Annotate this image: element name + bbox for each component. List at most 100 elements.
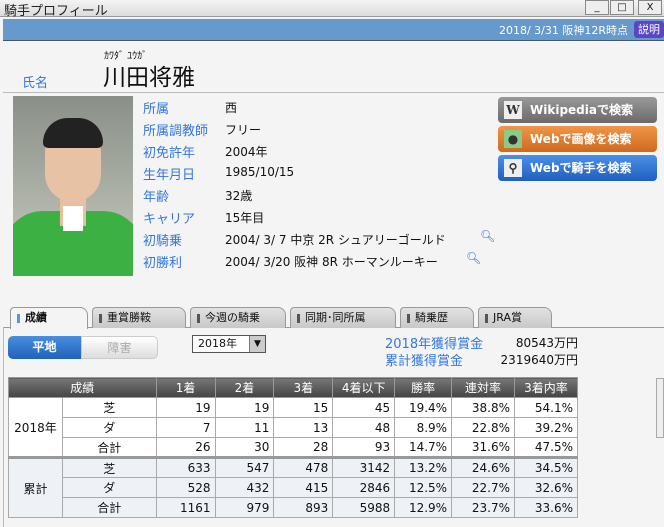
table-cell: 14.7%	[394, 437, 453, 458]
minimize-button[interactable]: _	[585, 0, 609, 15]
table-cell: 47.5%	[514, 437, 578, 458]
total-prize-value: 2319640万円	[500, 353, 578, 367]
profile-label: 生年月日	[143, 168, 196, 183]
profile-value: 西	[225, 101, 238, 115]
profile-label: 初勝利	[143, 256, 183, 271]
table-cell: 979	[214, 497, 275, 518]
table-cell: 23.7%	[451, 497, 515, 518]
magnifier-icon: ⚲	[504, 159, 522, 177]
row-label: 芝	[61, 397, 157, 418]
tab-results[interactable]: 成績	[10, 307, 88, 329]
jump-toggle[interactable]: 障害	[81, 336, 158, 359]
year-select-value: 2018年	[198, 337, 237, 350]
profile-value: 15年目	[225, 211, 265, 225]
column-header: 成績	[8, 377, 157, 398]
table-row: 合計 26 30 28 93 14.7% 31.6% 47.5%	[9, 437, 578, 458]
profile-value: フリー	[225, 123, 262, 137]
table-cell: 19	[155, 397, 216, 418]
window-title: 騎手プロフィール	[4, 4, 108, 19]
table-cell: 12.9%	[394, 497, 453, 518]
year-select[interactable]: 2018年 ▼	[192, 335, 266, 353]
table-cell: 19.4%	[394, 397, 453, 418]
table-cell: 34.5%	[514, 456, 578, 478]
table-cell: 3142	[332, 456, 396, 478]
table-cell: 33.6%	[514, 497, 578, 518]
profile-value: 2004/ 3/ 7 中京 2R シュアリーゴールド	[225, 233, 446, 247]
tab-this-week[interactable]: 今週の騎乗	[190, 307, 286, 328]
chevron-down-icon[interactable]: ▼	[249, 336, 265, 352]
image-search-button[interactable]: ● Webで画像を検索	[498, 126, 657, 152]
tab-jra-award[interactable]: JRA賞	[478, 307, 552, 328]
table-cell: 13	[273, 417, 334, 438]
column-header: 1着	[155, 377, 216, 398]
tab-graded-wins[interactable]: 重賞勝鞍	[92, 307, 186, 328]
group-label: 2018年	[8, 397, 63, 458]
search-icon[interactable]: 🔍︎	[466, 251, 482, 265]
wikipedia-icon: W	[504, 101, 522, 119]
divider	[3, 92, 664, 93]
profile-value: 1985/10/15	[225, 165, 295, 179]
table-row: ダ 528 432 415 2846 12.5% 22.7% 32.6%	[9, 477, 578, 498]
table-row: ダ 7 11 13 48 8.9% 22.8% 39.2%	[9, 417, 578, 438]
table-cell: 31.6%	[451, 437, 515, 458]
tab-peers[interactable]: 同期･同所属	[290, 307, 396, 328]
column-header: 連対率	[451, 377, 515, 398]
column-header: 勝率	[394, 377, 453, 398]
table-cell: 54.1%	[514, 397, 578, 418]
scrollbar[interactable]	[656, 378, 664, 438]
profile-label: 初免許年	[143, 146, 196, 161]
table-cell: 48	[332, 417, 396, 438]
search-icon[interactable]: 🔍︎	[480, 229, 496, 243]
table-cell: 893	[273, 497, 334, 518]
as-of-date: 2018/ 3/31 阪神12R時点	[498, 24, 628, 37]
table-cell: 2846	[332, 477, 396, 498]
name-label: 氏名	[22, 76, 49, 91]
table-cell: 11	[214, 417, 275, 438]
column-header: 3着内率	[514, 377, 578, 398]
tab-ride-history[interactable]: 騎乗歴	[400, 307, 474, 328]
wikipedia-search-button[interactable]: W Wikipediaで検索	[498, 97, 657, 123]
table-cell: 478	[273, 456, 334, 478]
jockey-name: 川田将雅	[103, 65, 195, 91]
button-label: Webで騎手を検索	[530, 161, 632, 175]
header-bar: 2018/ 3/31 阪神12R時点 説明	[3, 19, 664, 41]
table-cell: 93	[332, 437, 396, 458]
column-header: 2着	[214, 377, 275, 398]
title-bar: 騎手プロフィール _ □ X	[0, 0, 664, 19]
year-prize-label: 2018年獲得賞金	[385, 337, 484, 352]
help-button[interactable]: 説明	[634, 21, 664, 38]
row-label: 芝	[61, 456, 157, 478]
table-cell: 22.7%	[451, 477, 515, 498]
close-button[interactable]: X	[638, 0, 662, 15]
row-label: 合計	[61, 497, 157, 518]
year-prize-value: 80543万円	[515, 336, 578, 350]
total-prize-label: 累計獲得賞金	[385, 354, 464, 369]
flat-toggle[interactable]: 平地	[8, 336, 81, 359]
table-row: 2018年芝 19 19 15 45 19.4% 38.8% 54.1%	[8, 397, 578, 458]
column-header: 3着	[273, 377, 334, 398]
column-header: 4着以下	[332, 377, 396, 398]
web-search-button[interactable]: ⚲ Webで騎手を検索	[498, 155, 657, 181]
table-cell: 12.5%	[394, 477, 453, 498]
profile-value: 32歳	[225, 189, 253, 203]
table-cell: 26	[155, 437, 216, 458]
table-cell: 15	[273, 397, 334, 418]
profile-label: キャリア	[143, 212, 196, 227]
table-cell: 45	[332, 397, 396, 418]
results-table: 成績 1着 2着 3着 4着以下 勝率 連対率 3着内率 2018年芝 19 19 15 45 19.4…	[8, 377, 578, 518]
table-cell: 528	[155, 477, 216, 498]
table-cell: 24.6%	[451, 456, 515, 478]
table-cell: 415	[273, 477, 334, 498]
row-label: ダ	[61, 417, 157, 438]
button-label: Webで画像を検索	[530, 132, 632, 146]
profile-value: 2004年	[225, 145, 268, 159]
table-row: 合計 1161 979 893 5988 12.9% 23.7% 33.6%	[9, 497, 578, 518]
profile-label: 初騎乗	[143, 234, 183, 249]
table-cell: 5988	[332, 497, 396, 518]
button-label: Wikipediaで検索	[530, 103, 633, 117]
table-cell: 22.8%	[451, 417, 515, 438]
row-label: 合計	[61, 437, 157, 458]
profile-label: 所属調教師	[143, 124, 209, 139]
table-cell: 19	[214, 397, 275, 418]
maximize-button[interactable]: □	[610, 0, 634, 15]
